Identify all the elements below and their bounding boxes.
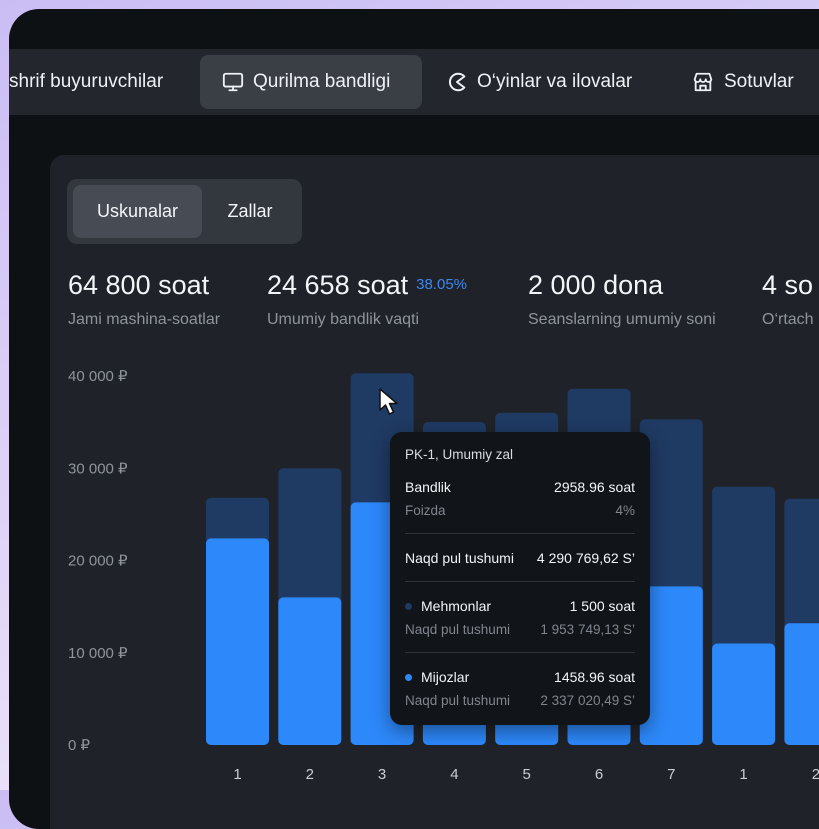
stat-label: Seanslarning umumiy soni (528, 311, 716, 328)
y-tick-label: 0 ₽ (68, 737, 91, 754)
toggle-equipment[interactable]: Uskunalar (73, 185, 202, 238)
stat-average: 4 so O‘rtach (762, 270, 814, 329)
view-toggle: Uskunalar Zallar (67, 179, 302, 244)
y-tick-label: 20 000 ₽ (68, 553, 128, 570)
stat-label: Jami mashina-soatlar (68, 311, 221, 328)
bar-part[interactable] (206, 538, 269, 745)
tooltip-row-cash: Naqd pul tushumi 4 290 769,62 S’ (405, 550, 635, 566)
tooltip-value: 1 500 soat (569, 598, 635, 614)
tooltip-key: Naqd pul tushumi (405, 693, 511, 708)
bar-part[interactable] (639, 586, 703, 745)
store-icon (693, 72, 713, 92)
stat-value: 2 000 dona (528, 270, 664, 300)
x-tick-label: 1 (739, 766, 747, 783)
tab-label: shrif buyuruvchilar (9, 71, 164, 92)
tab-label: Qurilma bandligi (253, 71, 391, 92)
top-navbar: shrif buyuruvchilar Qurilma bandligi O‘y… (9, 49, 819, 115)
chart-tooltip: PK-1, Umumiy zal Bandlik 2958.96 soat Fo… (390, 432, 650, 725)
tooltip-row-clients: Mijozlar 1458.96 soat (405, 669, 635, 685)
x-tick-label: 5 (523, 766, 531, 783)
tooltip-row-guests-cash: Naqd pul tushumi 1 953 749,13 S’ (405, 622, 635, 637)
tooltip-title: PK-1, Umumiy zal (405, 447, 514, 462)
tooltip-divider (405, 581, 635, 582)
stat-value: 64 800 soat (68, 270, 210, 300)
pacman-icon (449, 72, 466, 92)
tooltip-value: 2958.96 soat (554, 479, 635, 495)
stat-total-machine-hours: 64 800 soat Jami mashina-soatlar (68, 270, 220, 329)
tooltip-row-guests: Mehmonlar 1 500 soat (405, 598, 635, 614)
y-tick-label: 30 000 ₽ (68, 460, 128, 477)
tooltip-value: 1458.96 soat (554, 669, 635, 685)
stat-value: 4 so (762, 270, 814, 300)
x-tick-label: 4 (450, 766, 458, 783)
tab-dispatchers[interactable]: shrif buyuruvchilar (9, 55, 163, 109)
x-tick-label: 2 (306, 766, 314, 783)
y-tick-label: 10 000 ₽ (68, 645, 128, 662)
occupancy-panel: Uskunalar Zallar 64 800 soat Jami mashin… (50, 155, 819, 829)
tab-sales[interactable]: Sotuvlar (691, 55, 794, 109)
bar-part[interactable] (784, 623, 819, 745)
bar-part[interactable] (278, 597, 342, 745)
stat-total-occupancy: 24 658 soat 38.05% Umumiy bandlik vaqti (267, 270, 467, 329)
tooltip-value: 1 953 749,13 S’ (540, 622, 635, 637)
x-tick-label: 2 (812, 766, 819, 783)
x-tick-label: 1 (233, 766, 241, 783)
legend-dot-guests (405, 602, 412, 610)
toggle-halls[interactable]: Zallar (227, 201, 273, 221)
tooltip-row-occupancy: Bandlik 2958.96 soat (405, 479, 635, 495)
tooltip-key: Naqd pul tushumi (405, 550, 514, 566)
stat-percent: 38.05% (416, 276, 467, 293)
x-tick-label: 3 (378, 766, 386, 783)
tab-label: O‘yinlar va ilovalar (477, 71, 633, 92)
tooltip-key: Foizda (405, 503, 446, 518)
tooltip-key: Mijozlar (421, 669, 470, 685)
legend-dot-clients (405, 673, 412, 681)
tooltip-key: Bandlik (405, 479, 451, 495)
tooltip-divider (405, 533, 635, 534)
stat-label: O‘rtach (762, 311, 814, 328)
x-tick-label: 6 (595, 766, 603, 783)
bar-part[interactable] (712, 643, 776, 745)
x-tick-label: 7 (667, 766, 675, 783)
tooltip-key: Naqd pul tushumi (405, 622, 511, 637)
mouse-cursor-icon (379, 388, 398, 415)
tooltip-value: 2 337 020,49 S’ (540, 693, 635, 708)
monitor-icon (222, 72, 244, 92)
y-tick-label: 40 000 ₽ (68, 368, 128, 385)
tab-games-apps[interactable]: O‘yinlar va ilovalar (446, 55, 632, 109)
stat-total-sessions: 2 000 dona Seanslarning umumiy soni (528, 270, 716, 329)
device-frame: shrif buyuruvchilar Qurilma bandligi O‘y… (9, 9, 819, 829)
stat-label: Umumiy bandlik vaqti (267, 311, 420, 328)
tooltip-value: 4% (615, 503, 635, 518)
tooltip-value: 4 290 769,62 S’ (536, 550, 635, 566)
tab-device-occupancy[interactable]: Qurilma bandligi (200, 55, 422, 109)
tooltip-row-percent: Foizda 4% (405, 503, 635, 518)
tab-label: Sotuvlar (724, 71, 794, 92)
tooltip-divider (405, 652, 635, 653)
tooltip-row-clients-cash: Naqd pul tushumi 2 337 020,49 S’ (405, 693, 635, 708)
stat-value: 24 658 soat (267, 270, 409, 300)
tooltip-key: Mehmonlar (421, 598, 492, 614)
